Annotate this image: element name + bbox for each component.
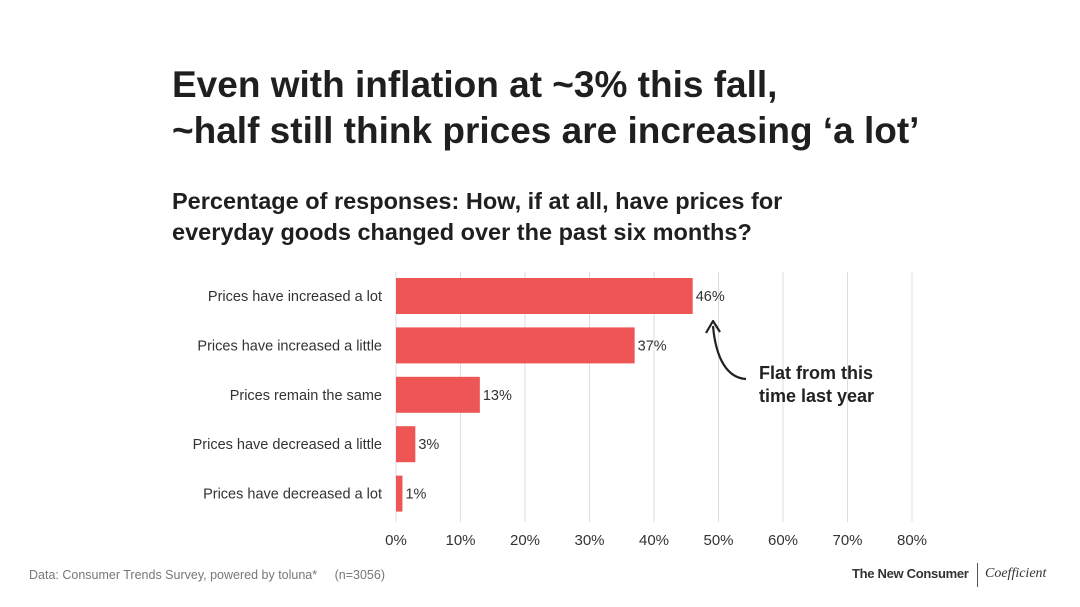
category-label: Prices have increased a lot [208, 289, 382, 305]
category-label: Prices remain the same [230, 388, 382, 404]
x-tick-label: 60% [768, 532, 798, 549]
source-note: Data: Consumer Trends Survey, powered by… [29, 568, 385, 582]
subtitle-line-1: Percentage of responses: How, if at all,… [172, 188, 783, 214]
bar [396, 426, 416, 463]
x-tick-label: 10% [445, 532, 475, 549]
value-label: 13% [483, 388, 512, 404]
brand-divider [977, 563, 978, 587]
x-tick-label: 40% [639, 532, 669, 549]
annotation-line-1: Flat from this [759, 363, 873, 383]
source-text: Data: Consumer Trends Survey, powered by… [29, 568, 318, 582]
x-tick-label: 0% [385, 532, 407, 549]
bar [396, 278, 693, 314]
annotation-arrowhead [705, 319, 721, 334]
chart-title: Even with inflation at ~3% this fall, ~h… [172, 62, 919, 154]
value-label: 37% [638, 338, 667, 354]
x-tick-label: 30% [574, 532, 604, 549]
bar [396, 376, 480, 413]
sample-size: (n=3056) [334, 568, 385, 582]
annotation-line-2: time last year [759, 386, 874, 406]
category-label: Prices have decreased a lot [203, 487, 382, 503]
subtitle-line-2: everyday goods changed over the past six… [172, 219, 752, 245]
x-tick-label: 80% [897, 532, 927, 549]
brand-coefficient: Coefficient [985, 566, 1047, 581]
x-tick-label: 50% [703, 532, 733, 549]
annotation: Flat from this time last year [705, 319, 874, 406]
value-label: 1% [405, 487, 426, 503]
category-label: Prices have increased a little [197, 338, 382, 354]
value-labels: 46% 37% 13% 3% 1% [405, 289, 724, 503]
bar [396, 475, 403, 512]
annotation-arrow [711, 325, 747, 381]
x-tick-label: 20% [510, 532, 540, 549]
x-tick-label: 70% [832, 532, 862, 549]
category-labels: Prices have increased a lot Prices have i… [193, 289, 382, 503]
bar [396, 327, 635, 364]
title-line-2: ~half still think prices are increasing … [172, 110, 920, 151]
x-tick-labels: 0% 10% 20% 30% 40% 50% 60% 70% 80% [385, 532, 927, 549]
chart-subtitle: Percentage of responses: How, if at all,… [172, 186, 782, 248]
brand-new-consumer: The New Consumer [852, 566, 969, 581]
bars [396, 278, 693, 512]
value-label: 46% [696, 289, 725, 305]
value-label: 3% [418, 437, 439, 453]
category-label: Prices have decreased a little [193, 437, 382, 453]
title-line-1: Even with inflation at ~3% this fall, [172, 64, 778, 105]
